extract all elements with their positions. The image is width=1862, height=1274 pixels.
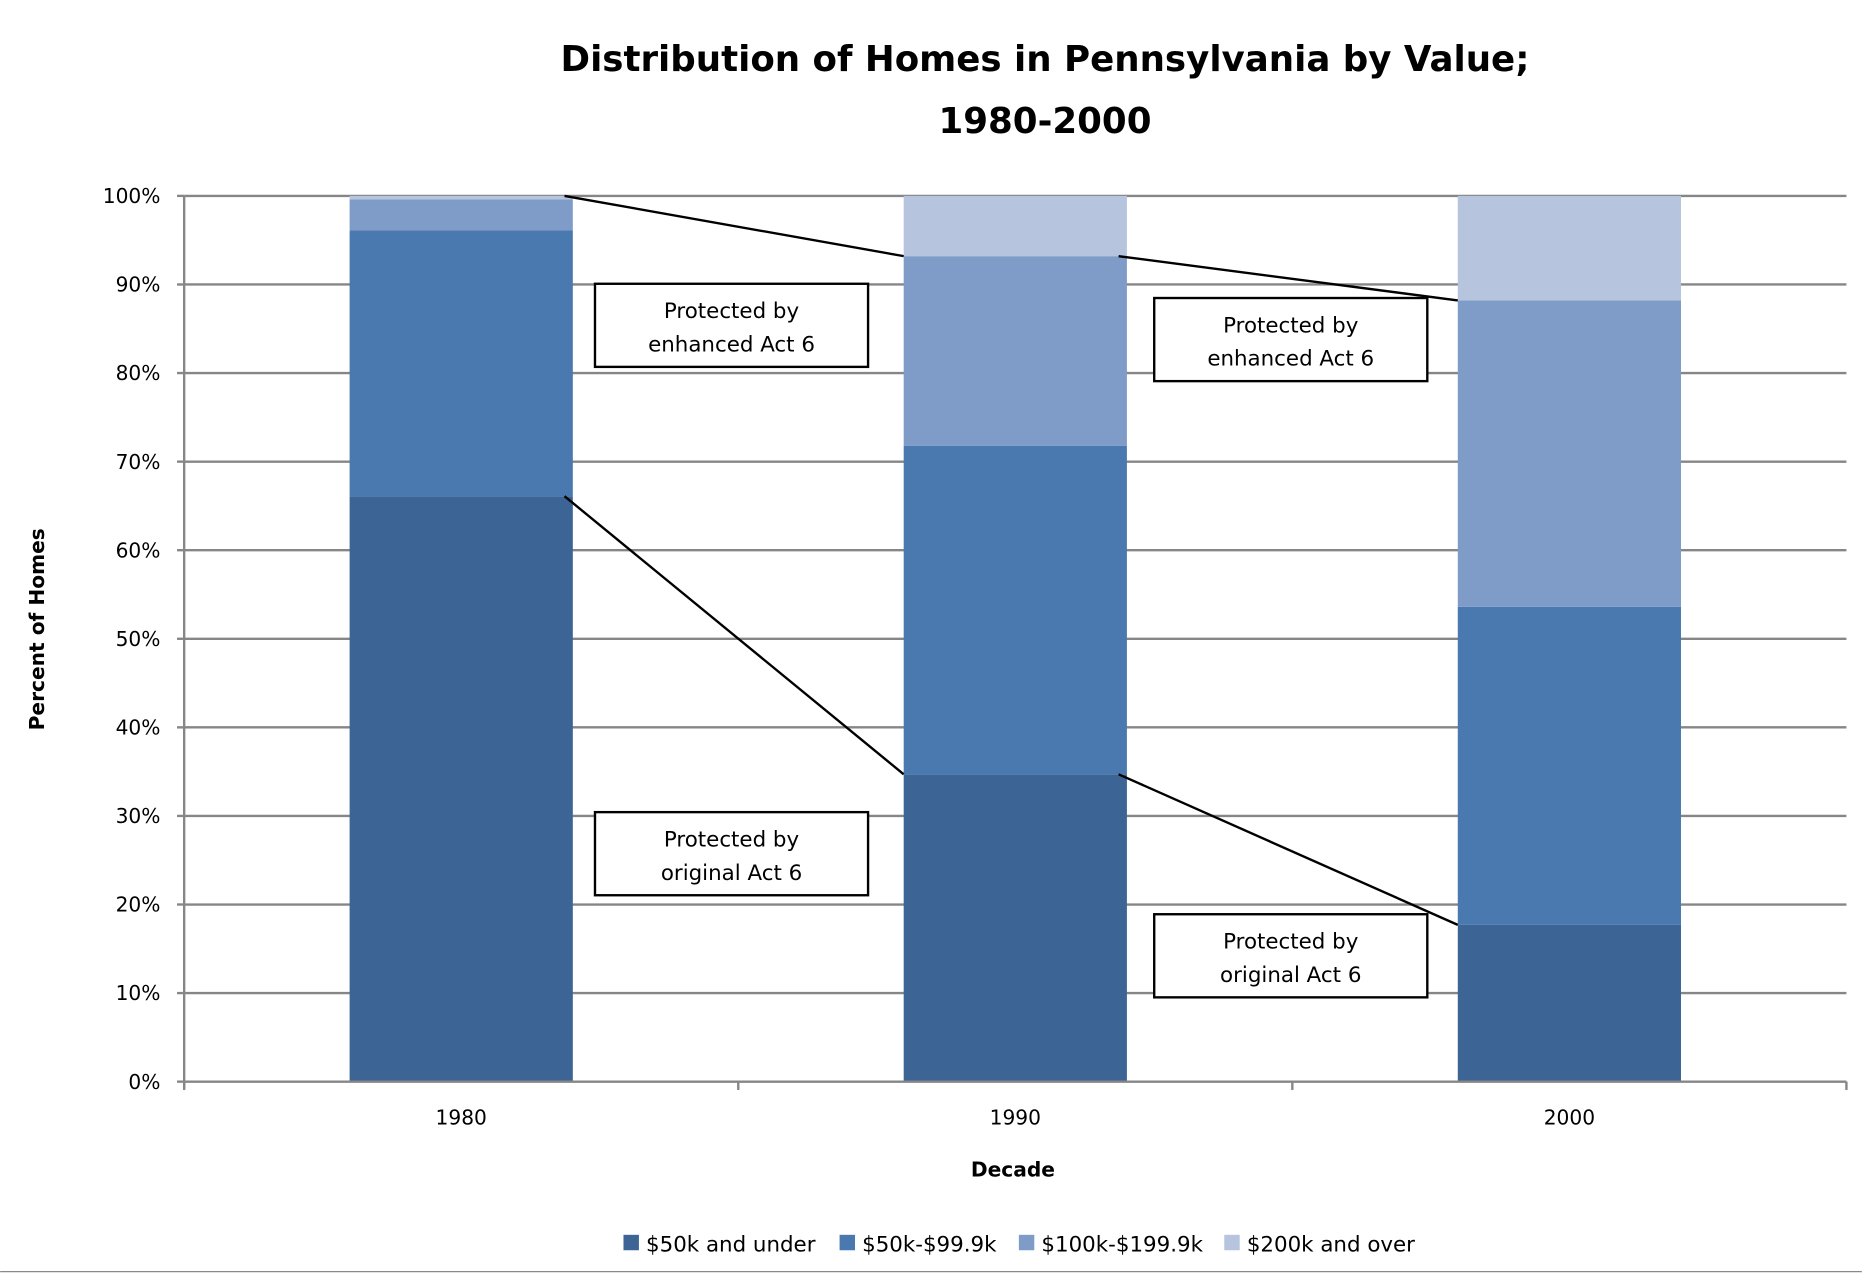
- annotation-border: [1153, 913, 1429, 999]
- legend-item: $50k-$99.9k: [839, 1232, 997, 1257]
- y-tick-label: 40%: [116, 715, 161, 739]
- chart-title: Distribution of Homes in Pennsylvania by…: [561, 39, 1530, 80]
- bars: [349, 195, 1681, 1082]
- bar-segment-2000-series-2: [1457, 300, 1681, 607]
- chart-title-line2: 1980-2000: [938, 101, 1151, 142]
- original-boundary-line: [563, 495, 905, 776]
- annotation-border: [593, 282, 870, 369]
- annotation-line1: Protected by: [1223, 930, 1358, 955]
- annotation-box: Protected by original Act 6: [1153, 913, 1429, 999]
- y-tick-label: 10%: [116, 981, 161, 1005]
- x-tick-label: 1990: [990, 1105, 1041, 1129]
- bar-segment-2000-series-0: [1457, 924, 1681, 1082]
- legend-item: $200k and over: [1224, 1232, 1415, 1257]
- legend-swatch: [623, 1234, 639, 1251]
- bar-segment-1990-series-2: [903, 256, 1127, 446]
- bar-segment-2000-series-1: [1457, 606, 1681, 925]
- y-tick-label: 80%: [116, 361, 161, 385]
- legend-swatch: [1224, 1234, 1240, 1251]
- bar-segment-1980-series-0: [349, 496, 573, 1082]
- annotation-line1: Protected by: [664, 299, 799, 324]
- bar-segment-2000-series-3: [1457, 195, 1681, 301]
- enhanced-boundary-line: [1118, 254, 1458, 302]
- annotation-line1: Protected by: [1223, 313, 1358, 338]
- annotations: Protected by enhanced Act 6 Protected by en…: [593, 282, 1429, 999]
- x-axis-label: Decade: [971, 1158, 1055, 1182]
- annotation-line1: Protected by: [664, 828, 799, 853]
- bar-segment-1990-series-3: [903, 195, 1127, 257]
- y-tick-label: 30%: [116, 804, 161, 828]
- legend-label: $50k and under: [646, 1232, 816, 1257]
- annotation-box: Protected by enhanced Act 6: [593, 282, 870, 369]
- y-tick-label: 60%: [116, 538, 161, 562]
- axes: 0% 10% 20% 30% 40% 50% 60% 70% 80% 90% 100% 1980 199…: [103, 184, 1848, 1129]
- bar-segment-1980-series-2: [349, 199, 573, 231]
- y-axis-label: Percent of Homes: [25, 528, 49, 730]
- y-tick-label: 0%: [128, 1070, 160, 1094]
- legend-item: $50k and under: [623, 1232, 816, 1257]
- legend-label: $200k and over: [1247, 1232, 1415, 1257]
- connector-lines: [563, 194, 1459, 926]
- legend-item: $100k-$199.9k: [1018, 1232, 1204, 1257]
- y-tick-label: 50%: [116, 627, 161, 651]
- x-tick-label: 2000: [1544, 1105, 1595, 1129]
- annotation-border: [593, 810, 870, 897]
- legend: $50k and under $50k-$99.9k $100k-$199.9k $2…: [623, 1232, 1415, 1257]
- annotation-box: Protected by enhanced Act 6: [1153, 296, 1429, 383]
- legend-label: $50k-$99.9k: [862, 1232, 997, 1257]
- enhanced-boundary-line: [564, 194, 904, 258]
- y-tick-label: 100%: [103, 184, 161, 208]
- legend-label: $100k-$199.9k: [1041, 1232, 1203, 1257]
- annotation-line2: original Act 6: [661, 861, 802, 886]
- annotation-box: Protected by original Act 6: [593, 810, 870, 897]
- original-boundary-line: [1118, 773, 1459, 926]
- bar-segment-1990-series-0: [903, 774, 1127, 1082]
- bar-segment-1990-series-1: [903, 445, 1127, 775]
- annotation-line2: enhanced Act 6: [1207, 347, 1374, 372]
- bar-segment-1980-series-3: [349, 195, 573, 200]
- annotation-border: [1153, 296, 1429, 383]
- legend-swatch: [1018, 1234, 1035, 1251]
- y-tick-label: 70%: [116, 450, 161, 474]
- legend-swatch: [839, 1234, 856, 1251]
- annotation-line2: original Act 6: [1220, 963, 1361, 988]
- y-tick-label: 90%: [116, 273, 161, 297]
- y-tick-label: 20%: [116, 893, 161, 917]
- x-tick-label: 1980: [436, 1105, 487, 1129]
- bar-segment-1980-series-1: [349, 230, 573, 497]
- annotation-line2: enhanced Act 6: [648, 332, 815, 357]
